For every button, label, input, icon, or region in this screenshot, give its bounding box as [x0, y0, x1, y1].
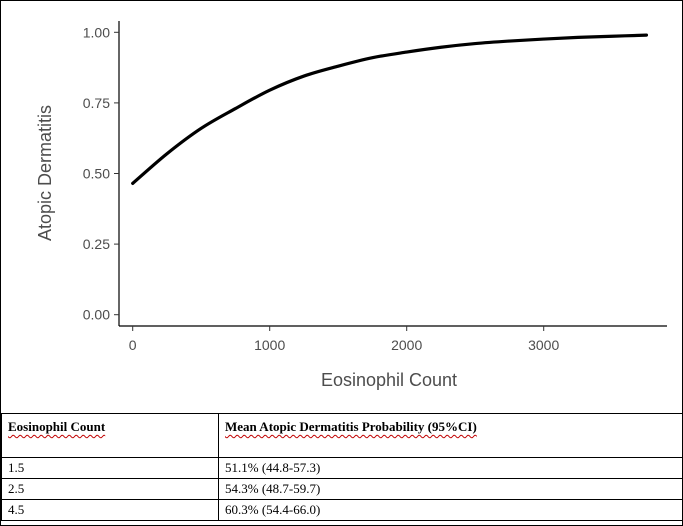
table-row: 2.5 54.3% (48.7-59.7) — [1, 478, 682, 500]
table-row: 1.5 51.1% (44.8-57.3) — [1, 457, 682, 479]
table-header-cell: Eosinophil Count — [1, 413, 219, 458]
header-eosinophil-count: Eosinophil Count — [8, 419, 106, 434]
series-layer — [131, 33, 649, 185]
table-cell: 2.5 — [1, 478, 219, 500]
results-table: Eosinophil Count Mean Atopic Dermatitis … — [1, 413, 682, 521]
y-axis: 0.00 0.25 0.50 0.75 1.00 — [83, 21, 120, 326]
table-row: 4.5 60.3% (54.4-66.0) — [1, 499, 682, 521]
y-tick-label: 0.00 — [83, 307, 110, 323]
x-tick-label: 0 — [129, 337, 137, 353]
y-tick-label: 0.75 — [83, 95, 110, 111]
table-header-row: Eosinophil Count Mean Atopic Dermatitis … — [1, 413, 682, 458]
results-table-container: Eosinophil Count Mean Atopic Dermatitis … — [1, 413, 682, 521]
table-cell: 1.5 — [1, 457, 219, 479]
y-axis-title: Atopic Dermatitis — [35, 105, 55, 241]
y-tick-label: 0.25 — [83, 236, 110, 252]
y-tick-label: 0.50 — [83, 166, 110, 182]
x-tick-label: 2000 — [391, 337, 422, 353]
x-axis-title: Eosinophil Count — [321, 370, 457, 390]
x-axis: 0 1000 2000 3000 — [119, 325, 667, 353]
chart: 0.00 0.25 0.50 0.75 1.00 0 1000 2000 3000 Eosin… — [35, 21, 667, 390]
table-header-cell: Mean Atopic Dermatitis Probability (95%C… — [218, 413, 682, 458]
table-cell: 54.3% (48.7-59.7) — [218, 478, 682, 500]
x-tick-label: 1000 — [254, 337, 285, 353]
x-tick-label: 3000 — [528, 337, 559, 353]
header-mean-probability: Mean Atopic Dermatitis Probability (95%C… — [225, 419, 477, 434]
table-cell: 4.5 — [1, 499, 219, 521]
series-line — [131, 33, 649, 185]
y-tick-label: 1.00 — [83, 24, 110, 40]
table-cell: 51.1% (44.8-57.3) — [218, 457, 682, 479]
table-cell: 60.3% (54.4-66.0) — [218, 499, 682, 521]
